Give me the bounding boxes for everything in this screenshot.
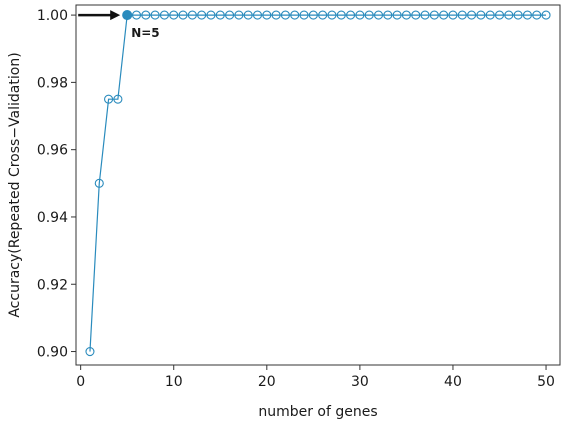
data-point (429, 10, 439, 20)
y-tick-label: 0.94 (37, 210, 68, 226)
data-point (467, 10, 477, 20)
data-point (113, 94, 123, 104)
data-point (504, 10, 514, 20)
data-point (262, 10, 272, 20)
data-point (280, 10, 290, 20)
data-point (485, 10, 495, 20)
data-point (104, 94, 114, 104)
data-point (252, 10, 263, 20)
x-tick-label: 40 (444, 374, 462, 390)
data-point (169, 10, 179, 20)
data-point (299, 10, 309, 20)
data-point (85, 346, 95, 357)
data-point (513, 10, 523, 20)
x-tick-label: 10 (165, 374, 183, 390)
highlighted-point (122, 10, 133, 21)
data-point (457, 10, 467, 20)
data-point (392, 10, 402, 20)
y-tick-label: 0.96 (37, 143, 68, 159)
data-point (355, 10, 365, 20)
data-point (318, 10, 328, 20)
data-point (373, 10, 384, 20)
data-point (476, 10, 486, 20)
data-point (225, 10, 235, 20)
data-point (411, 10, 421, 20)
annotation-label: N=5 (131, 26, 159, 40)
data-point (178, 10, 188, 20)
data-point (383, 10, 393, 20)
data-point (448, 10, 458, 20)
data-point (131, 10, 142, 20)
data-point (243, 10, 253, 20)
data-point (494, 10, 505, 20)
data-point (215, 10, 225, 20)
data-point (271, 10, 281, 20)
data-point (401, 10, 411, 20)
data-point (439, 10, 449, 20)
y-axis-title: Accuracy(Repeated Cross−Validation) (7, 52, 23, 317)
data-point (346, 10, 356, 20)
data-point (290, 10, 300, 20)
data-point (364, 10, 374, 20)
data-point (522, 10, 532, 20)
data-point (420, 10, 430, 20)
data-point (541, 10, 551, 20)
x-axis-title: number of genes (258, 404, 377, 420)
x-tick-label: 30 (351, 374, 369, 390)
x-tick-label: 20 (258, 374, 276, 390)
data-point (206, 10, 216, 20)
data-point (327, 10, 337, 20)
y-tick-label: 0.98 (37, 75, 68, 91)
y-tick-label: 0.90 (37, 345, 68, 361)
data-point (141, 10, 151, 20)
y-tick-label: 1.00 (37, 8, 68, 24)
x-tick-label: 50 (537, 374, 555, 390)
series-line (89, 14, 547, 352)
data-point (159, 10, 169, 20)
data-point (234, 10, 244, 20)
data-point (150, 10, 160, 20)
data-point (308, 10, 318, 20)
data-point (94, 178, 104, 188)
data-point (187, 10, 197, 20)
data-point (532, 10, 542, 20)
x-tick-label: 0 (76, 374, 85, 390)
y-tick-label: 0.92 (37, 277, 68, 293)
annotation-arrowhead (110, 10, 121, 21)
plot-frame (75, 4, 561, 366)
data-point (336, 10, 346, 20)
data-point (197, 10, 207, 20)
